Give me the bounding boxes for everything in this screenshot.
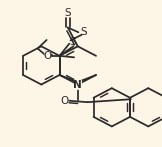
Text: O: O: [43, 51, 52, 61]
Text: N: N: [73, 80, 82, 90]
Text: S: S: [80, 27, 87, 37]
Text: S: S: [70, 37, 76, 47]
Text: O: O: [61, 96, 69, 106]
Text: S: S: [64, 8, 71, 18]
